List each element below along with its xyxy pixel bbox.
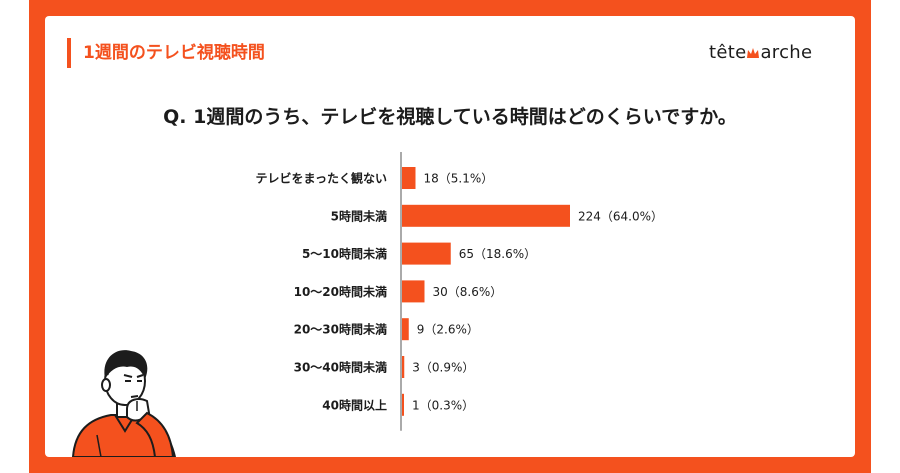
category-label: 40時間以上: [322, 397, 387, 412]
data-label: 1（0.3%）: [412, 398, 474, 412]
bar: [402, 318, 409, 341]
category-label: 20〜30時間未満: [294, 322, 387, 337]
category-label: テレビをまったく観ない: [255, 171, 387, 186]
data-label: 9（2.6%）: [417, 323, 479, 337]
category-label: 5〜10時間未満: [302, 246, 387, 261]
survey-question: Q. 1週間のうち、テレビを視聴している時間はどのくらいですか。: [163, 106, 737, 128]
header-accent-bar: [67, 38, 71, 68]
bar: [402, 242, 451, 265]
logo-text-right: arche: [760, 42, 813, 63]
category-label: 5時間未満: [331, 208, 387, 223]
thinking-person-illustration: [71, 350, 177, 457]
data-label: 18（5.1%）: [424, 172, 494, 186]
bar: [402, 167, 416, 189]
bar: [402, 356, 405, 378]
bar: [402, 204, 570, 227]
bar-chart: テレビをまったく観ない 18（5.1%） 5時間未満 224（64.0%） 5〜10時間…: [45, 16, 855, 457]
bar: [402, 393, 404, 416]
category-label: 30〜40時間未満: [294, 360, 387, 375]
brand-logo: tête arche: [709, 42, 812, 64]
data-label: 65（18.6%）: [459, 247, 536, 261]
logo-text-left: tête: [709, 42, 747, 63]
page-title: 1週間のテレビ視聴時間: [83, 43, 265, 63]
crown-m-icon: [747, 48, 760, 58]
category-label: 10〜20時間未満: [294, 284, 387, 299]
data-label: 224（64.0%）: [578, 209, 663, 223]
data-label: 30（8.6%）: [433, 285, 503, 299]
bar: [402, 280, 425, 303]
bar-chart-svg: テレビをまったく観ない 18（5.1%） 5時間未満 224（64.0%） 5〜10時間…: [255, 152, 663, 431]
data-label: 3（0.9%）: [412, 361, 474, 375]
chart-panel: 1週間のテレビ視聴時間 tête arche Q. 1週間のうち、テレビを視聴し…: [45, 16, 855, 457]
